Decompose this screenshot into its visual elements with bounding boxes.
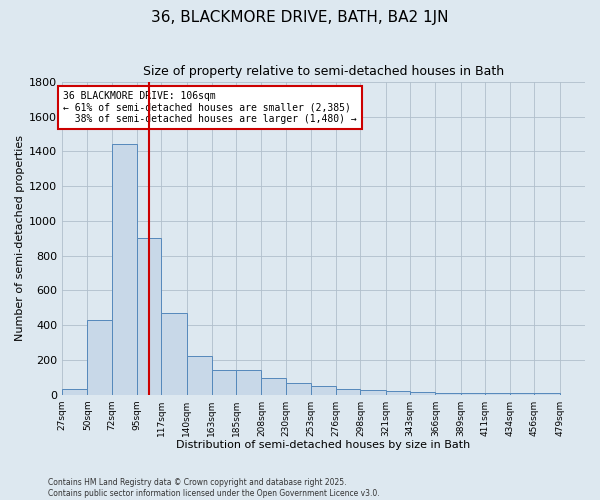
Bar xyxy=(436,393,461,394)
Bar xyxy=(262,378,286,394)
Bar xyxy=(187,356,212,395)
Bar xyxy=(461,393,485,394)
Bar xyxy=(410,392,436,394)
Bar xyxy=(137,238,161,394)
Bar xyxy=(386,391,410,394)
Bar xyxy=(485,393,510,394)
Y-axis label: Number of semi-detached properties: Number of semi-detached properties xyxy=(15,136,25,342)
Bar xyxy=(361,390,386,394)
Bar xyxy=(236,370,262,394)
Bar xyxy=(336,388,361,394)
Bar xyxy=(212,370,236,394)
Bar xyxy=(510,393,535,394)
Text: Contains HM Land Registry data © Crown copyright and database right 2025.
Contai: Contains HM Land Registry data © Crown c… xyxy=(48,478,380,498)
Text: 36, BLACKMORE DRIVE, BATH, BA2 1JN: 36, BLACKMORE DRIVE, BATH, BA2 1JN xyxy=(151,10,449,25)
Bar xyxy=(286,384,311,394)
Bar xyxy=(161,313,187,394)
Bar xyxy=(88,320,112,394)
X-axis label: Distribution of semi-detached houses by size in Bath: Distribution of semi-detached houses by … xyxy=(176,440,471,450)
Bar xyxy=(535,393,560,394)
Bar xyxy=(311,386,336,394)
Bar xyxy=(112,144,137,394)
Bar xyxy=(62,390,88,394)
Title: Size of property relative to semi-detached houses in Bath: Size of property relative to semi-detach… xyxy=(143,65,504,78)
Text: 36 BLACKMORE DRIVE: 106sqm
← 61% of semi-detached houses are smaller (2,385)
  3: 36 BLACKMORE DRIVE: 106sqm ← 61% of semi… xyxy=(63,90,357,124)
